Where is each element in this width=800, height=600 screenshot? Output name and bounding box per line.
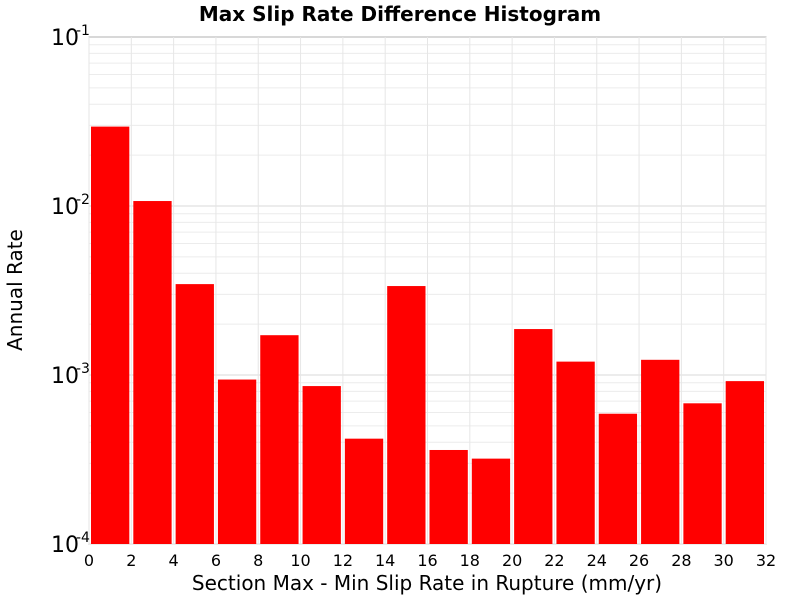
x-tick-label: 4	[169, 551, 179, 570]
x-tick-label: 32	[756, 551, 776, 570]
x-tick-label: 6	[211, 551, 221, 570]
x-tick-label: 20	[502, 551, 522, 570]
histogram-bar	[556, 361, 595, 544]
x-tick-label: 28	[671, 551, 691, 570]
y-tick-label: 10-2	[51, 192, 90, 220]
bars	[91, 126, 764, 545]
histogram-bar	[175, 284, 214, 544]
x-tick-label: 10	[290, 551, 310, 570]
x-tick-label: 14	[375, 551, 395, 570]
x-tick-label: 24	[587, 551, 607, 570]
chart-title: Max Slip Rate Difference Histogram	[199, 2, 601, 26]
y-tick-label: 10-4	[51, 530, 90, 558]
histogram-bar	[683, 403, 722, 544]
y-tick-exponent: -4	[76, 530, 90, 546]
x-tick-label: 30	[714, 551, 734, 570]
histogram-bar	[641, 359, 680, 544]
y-axis-ticks: 10-410-310-210-1	[51, 23, 90, 558]
x-tick-label: 12	[333, 551, 353, 570]
y-tick-base: 10	[51, 26, 79, 51]
histogram-bar	[429, 449, 468, 544]
y-tick-base: 10	[51, 533, 79, 558]
histogram-bar	[387, 286, 426, 544]
histogram-bar	[598, 413, 638, 544]
y-tick-exponent: -2	[76, 192, 90, 208]
x-tick-label: 2	[126, 551, 136, 570]
x-tick-label: 8	[253, 551, 263, 570]
histogram-bar	[91, 126, 130, 544]
histogram-bar	[260, 335, 299, 544]
x-tick-label: 16	[417, 551, 437, 570]
x-axis-label: Section Max - Min Slip Rate in Rupture (…	[192, 571, 662, 595]
histogram-bar	[514, 329, 553, 544]
histogram-bar	[344, 438, 384, 544]
histogram-bar	[133, 201, 172, 545]
histogram-bar	[302, 386, 341, 544]
x-tick-label: 22	[544, 551, 564, 570]
y-tick-exponent: -1	[76, 23, 90, 39]
histogram-bar	[217, 379, 257, 544]
histogram-bar	[725, 381, 764, 544]
y-axis-label: Annual Rate	[3, 229, 27, 351]
y-tick-base: 10	[51, 195, 79, 220]
x-tick-label: 18	[460, 551, 480, 570]
y-tick-base: 10	[51, 364, 79, 389]
histogram-bar	[471, 458, 511, 544]
x-tick-label: 0	[84, 551, 94, 570]
x-tick-label: 26	[629, 551, 649, 570]
x-axis-ticks: 0 2 4 6 8 10 12 14 16 18 20 22 24 26 28 30 32	[84, 551, 776, 570]
y-tick-label: 10-3	[51, 361, 90, 389]
y-tick-label: 10-1	[51, 23, 90, 51]
y-tick-exponent: -3	[76, 361, 90, 377]
